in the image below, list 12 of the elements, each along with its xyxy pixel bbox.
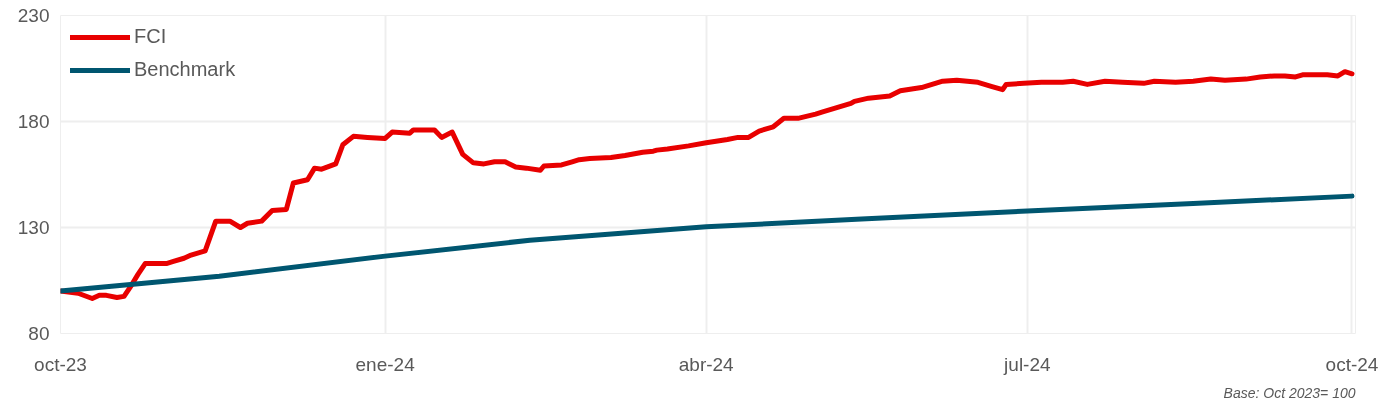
legend-label: FCI [134,25,167,48]
x-tick-label: oct-23 [34,353,87,375]
y-tick-label: 130 [17,217,50,238]
x-tick-label: oct-24 [1325,353,1379,375]
text: Base: Oct 2023= 100 [1223,384,1356,401]
y-tick-label: 180 [17,111,50,132]
legend-label: Benchmark [134,58,236,81]
x-tick-label: abr-24 [678,353,735,375]
x-tick-label: jul-24 [1003,353,1052,375]
y-tick-label: 80 [28,323,50,344]
y-tick-label: 230 [17,5,50,26]
x-tick-label: ene-24 [355,353,416,375]
